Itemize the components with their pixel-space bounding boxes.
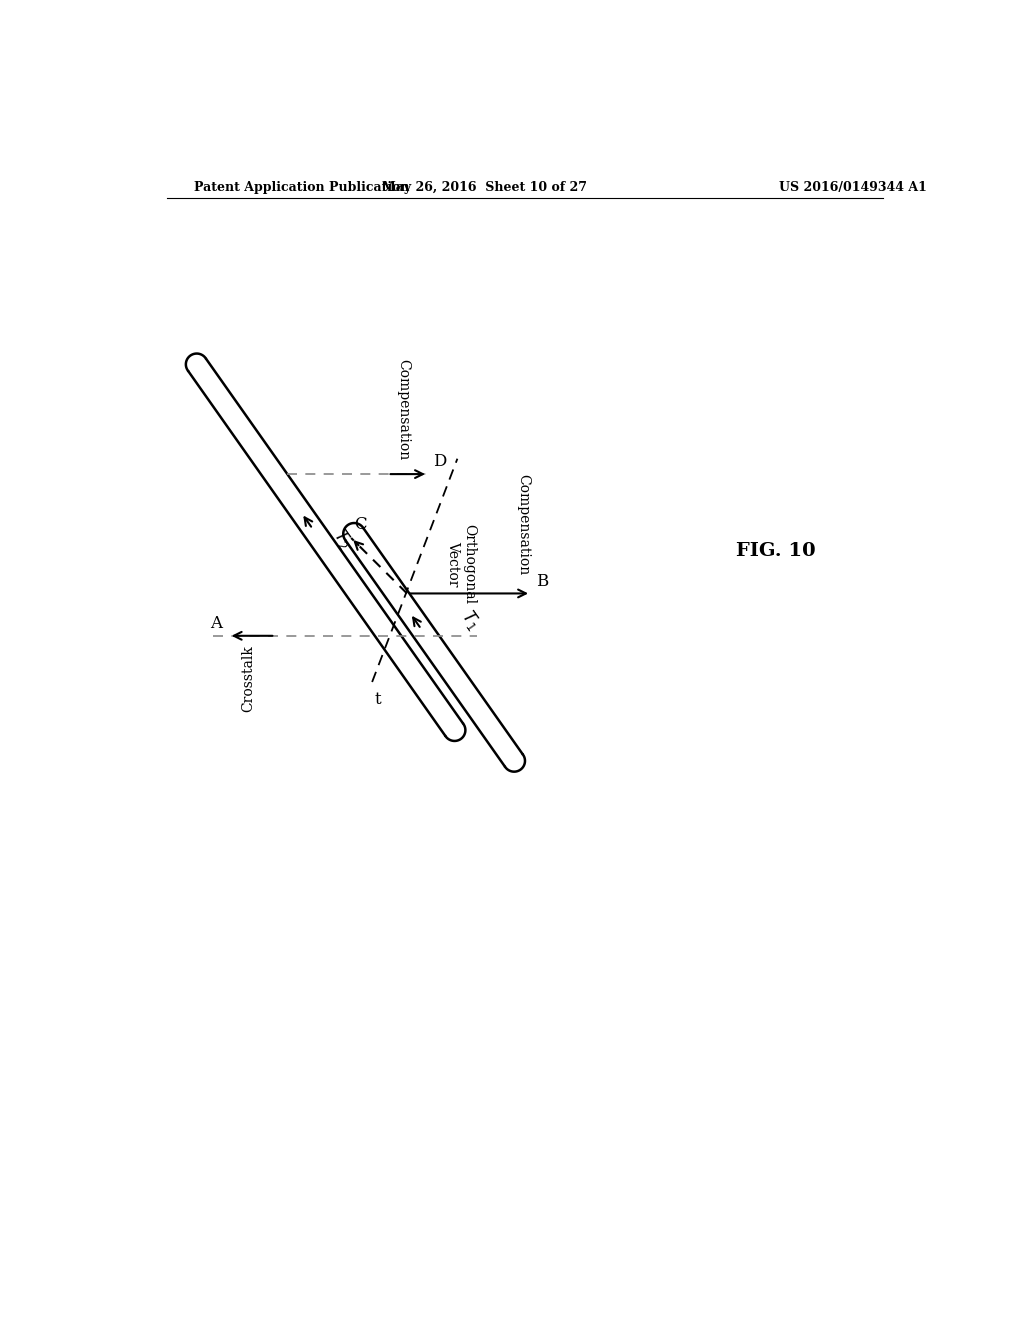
Text: Compensation: Compensation (396, 359, 411, 459)
Text: Crosstalk: Crosstalk (241, 644, 255, 711)
Text: B: B (536, 573, 548, 590)
Text: US 2016/0149344 A1: US 2016/0149344 A1 (779, 181, 927, 194)
Text: Compensation: Compensation (516, 474, 530, 576)
Text: C: C (354, 516, 367, 533)
Text: D: D (432, 453, 445, 470)
Text: May 26, 2016  Sheet 10 of 27: May 26, 2016 Sheet 10 of 27 (382, 181, 587, 194)
Text: FIG. 10: FIG. 10 (736, 543, 816, 560)
Text: Patent Application Publication: Patent Application Publication (194, 181, 410, 194)
Text: $T_1$: $T_1$ (457, 606, 484, 634)
Text: A: A (211, 615, 222, 632)
Text: $T_2$: $T_2$ (329, 525, 356, 552)
Text: t: t (375, 692, 382, 709)
Text: Orthogonal
Vector: Orthogonal Vector (446, 524, 476, 605)
